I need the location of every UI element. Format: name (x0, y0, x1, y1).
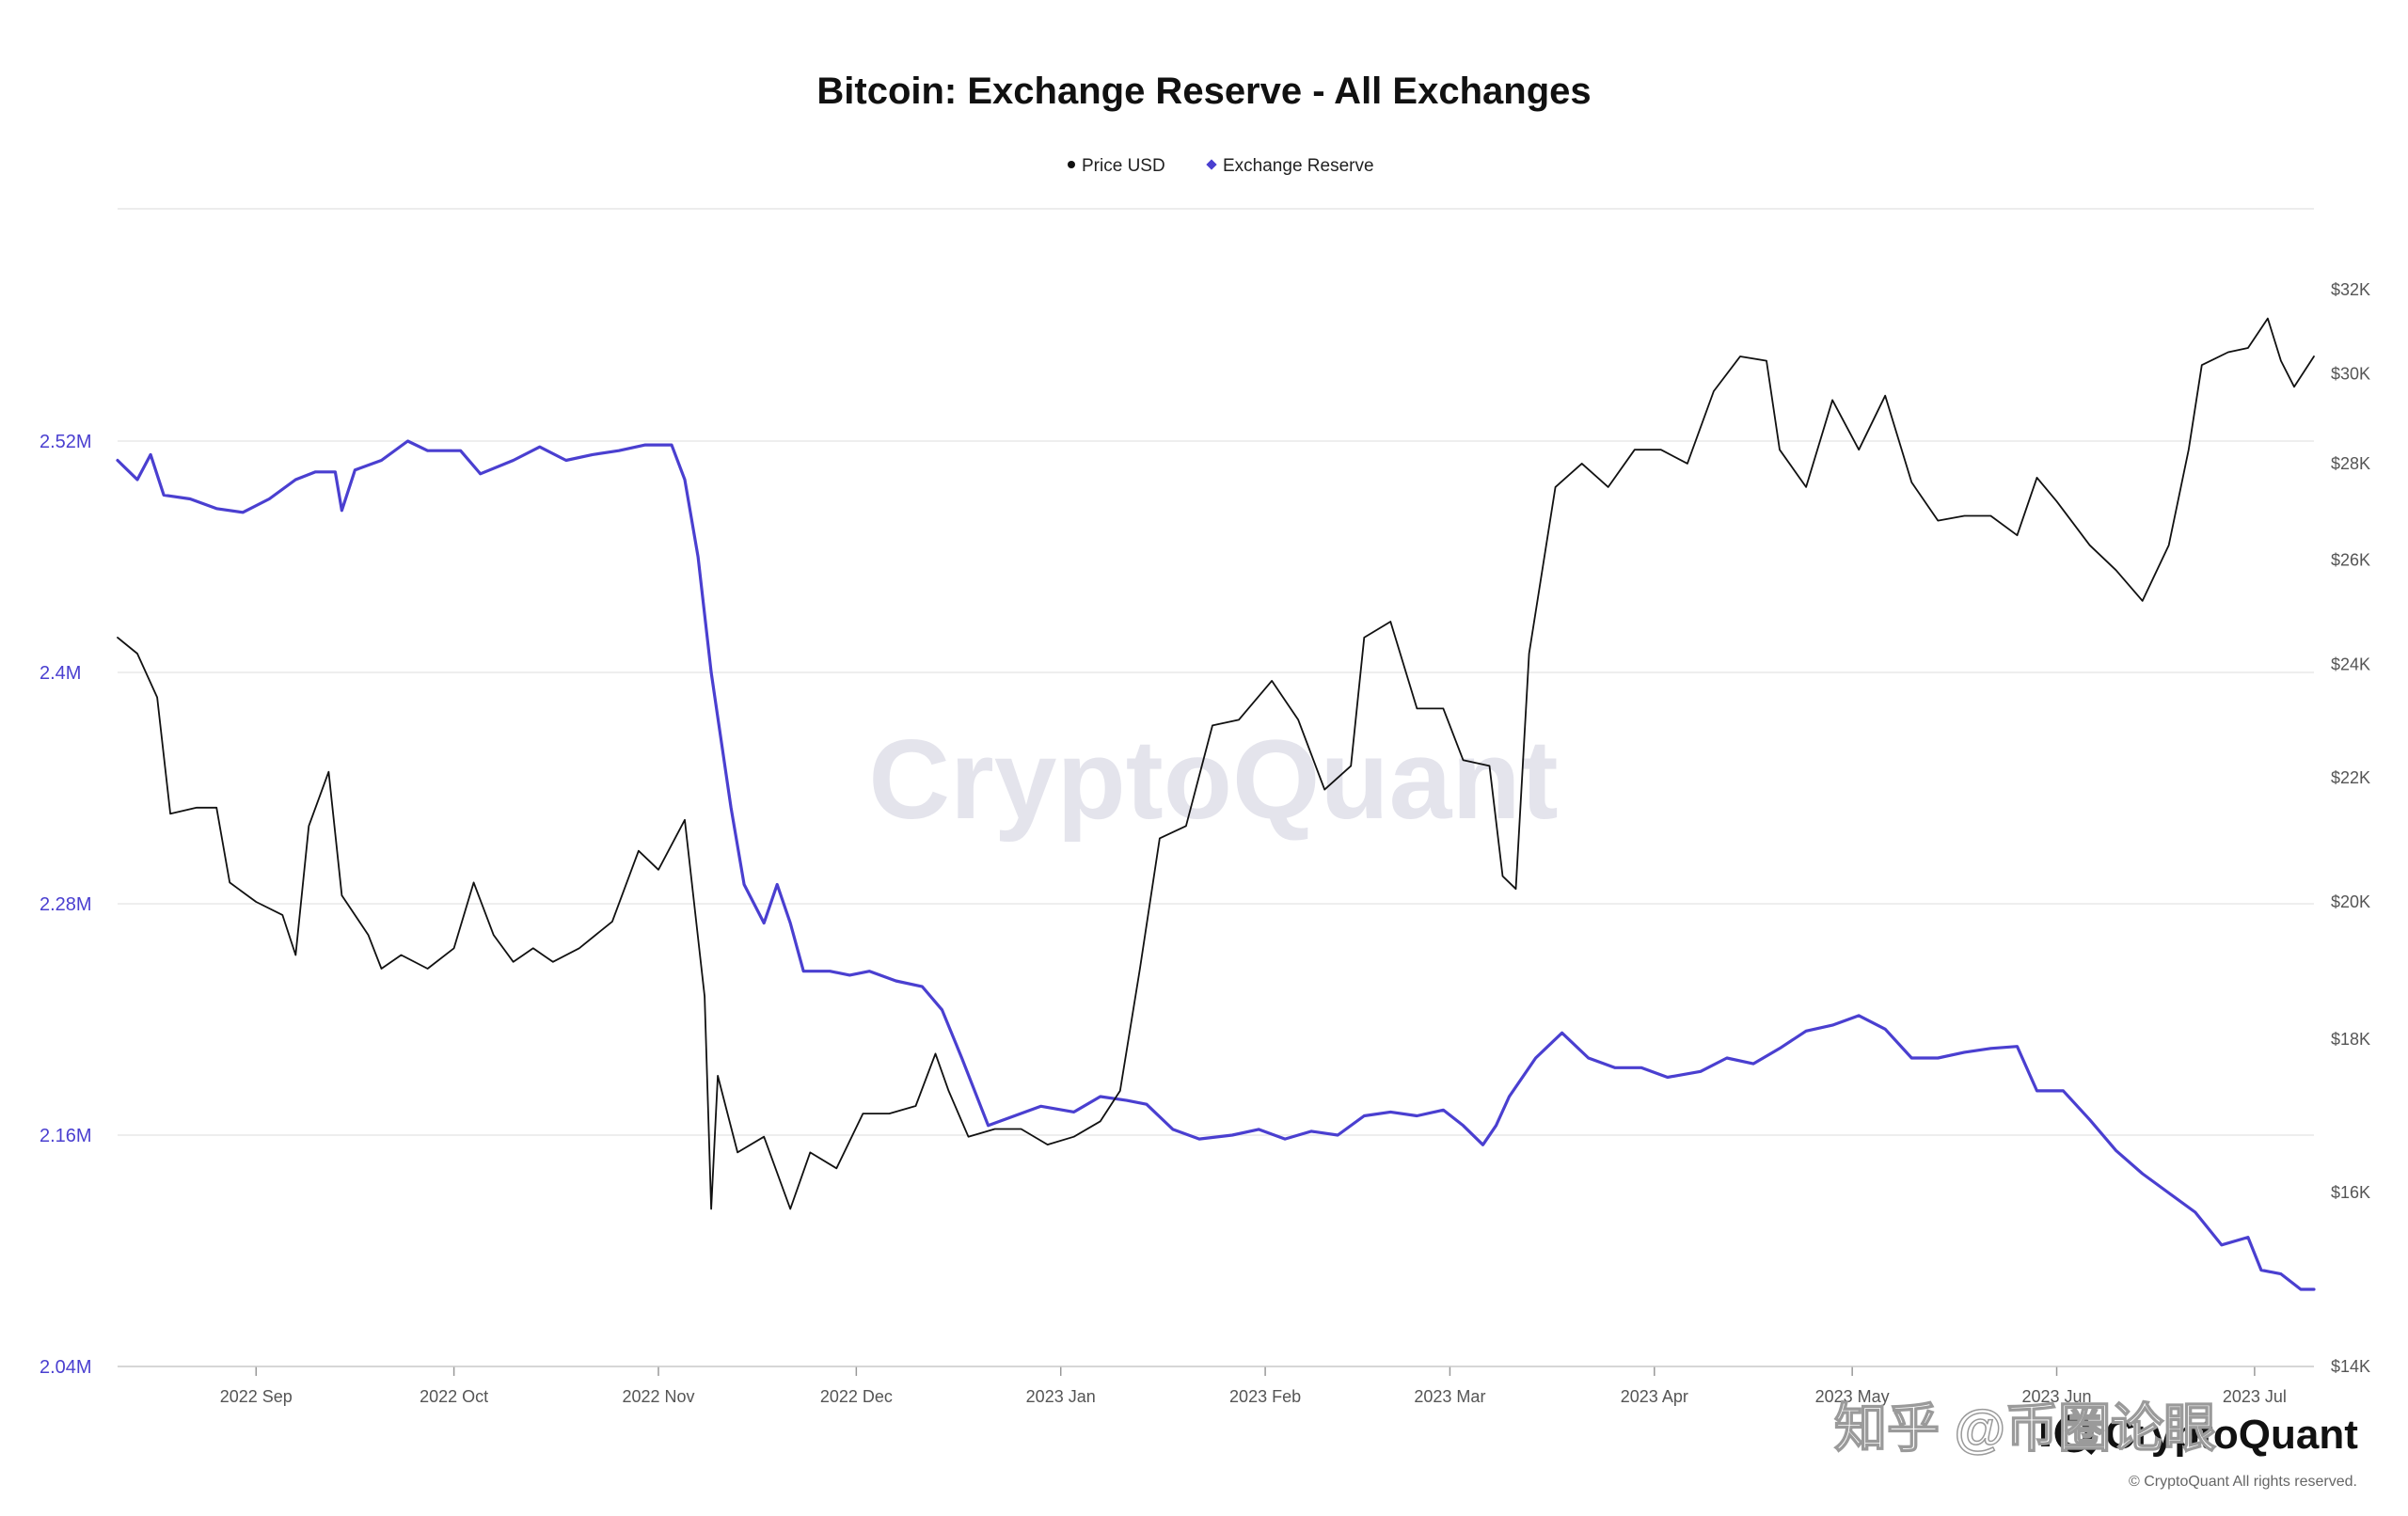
legend-marker-reserve (1206, 159, 1217, 170)
y-right-tick-label: $16K (2331, 1183, 2370, 1202)
y-right-tick-label: $24K (2331, 655, 2370, 673)
x-tick-label: 2023 Jun (2021, 1387, 2091, 1406)
logo-bar (2041, 1418, 2050, 1446)
x-tick-label: 2023 Jul (2223, 1387, 2287, 1406)
copyright-text: © CryptoQuant All rights reserved. (2129, 1474, 2357, 1490)
series-line-price-usd (117, 317, 2315, 1210)
legend-item-price[interactable]: Price USD (1068, 156, 1165, 176)
y-right-tick-label: $32K (2331, 280, 2370, 299)
x-tick-label: 2022 Nov (622, 1387, 694, 1406)
x-tick-label: 2023 Feb (1229, 1387, 1301, 1406)
watermark-text: CryptoQuant (868, 717, 1558, 843)
y-left-tick-label: 2.4M (40, 663, 81, 684)
legend-marker-price (1068, 161, 1075, 168)
legend-item-reserve[interactable]: Exchange Reserve (1206, 156, 1374, 176)
y-left-tick-label: 2.52M (40, 432, 92, 452)
legend-label-price: Price USD (1082, 156, 1165, 176)
logo-tail (2078, 1437, 2097, 1456)
cryptoquant-logo-icon (2041, 1413, 2097, 1456)
legend-label-reserve: Exchange Reserve (1223, 156, 1374, 176)
y-right-tick-label: $28K (2331, 454, 2370, 473)
y-right-tick-label: $14K (2331, 1357, 2370, 1376)
x-tick-label: 2022 Sep (220, 1387, 293, 1406)
y-axis-left: 2.04M 2.16M 2.28M 2.4M 2.52M (40, 432, 92, 1378)
x-axis: 2022 Sep 2022 Oct 2022 Nov 2022 Dec 2023 Jan… (118, 1366, 2314, 1406)
y-axis-right: $14K $16K $18K $20K $22K $24K $26K $28K $30K $32K (2331, 280, 2370, 1376)
x-tick-label: 2023 Jan (1026, 1387, 1096, 1406)
legend: Price USD Exchange Reserve (1068, 156, 1374, 176)
y-right-tick-label: $30K (2331, 364, 2370, 383)
y-right-tick-label: $20K (2331, 892, 2370, 911)
y-left-tick-label: 2.28M (40, 894, 92, 915)
x-tick-label: 2023 Mar (1414, 1387, 1485, 1406)
brand: CryptoQuant © CryptoQuant All rights res… (2041, 1412, 2358, 1490)
series (116, 317, 2316, 1291)
overlay-watermark: 知乎 @币圈论眼 (1834, 1398, 2216, 1458)
x-tick-label: 2022 Oct (420, 1387, 488, 1406)
y-right-tick-label: $18K (2331, 1030, 2370, 1049)
x-tick-label: 2022 Dec (820, 1387, 893, 1406)
y-right-tick-label: $22K (2331, 768, 2370, 787)
x-tick-label: 2023 Apr (1621, 1387, 1688, 1406)
logo-ring (2054, 1413, 2094, 1453)
y-left-tick-label: 2.16M (40, 1126, 92, 1146)
y-left-tick-label: 2.04M (40, 1357, 92, 1378)
y-right-tick-label: $26K (2331, 551, 2370, 570)
chart-title: Bitcoin: Exchange Reserve - All Exchange… (816, 71, 1591, 112)
brand-name: CryptoQuant (2105, 1412, 2358, 1458)
series-line-exchange-reserve (116, 439, 2316, 1291)
x-tick-label: 2023 May (1815, 1387, 1890, 1406)
